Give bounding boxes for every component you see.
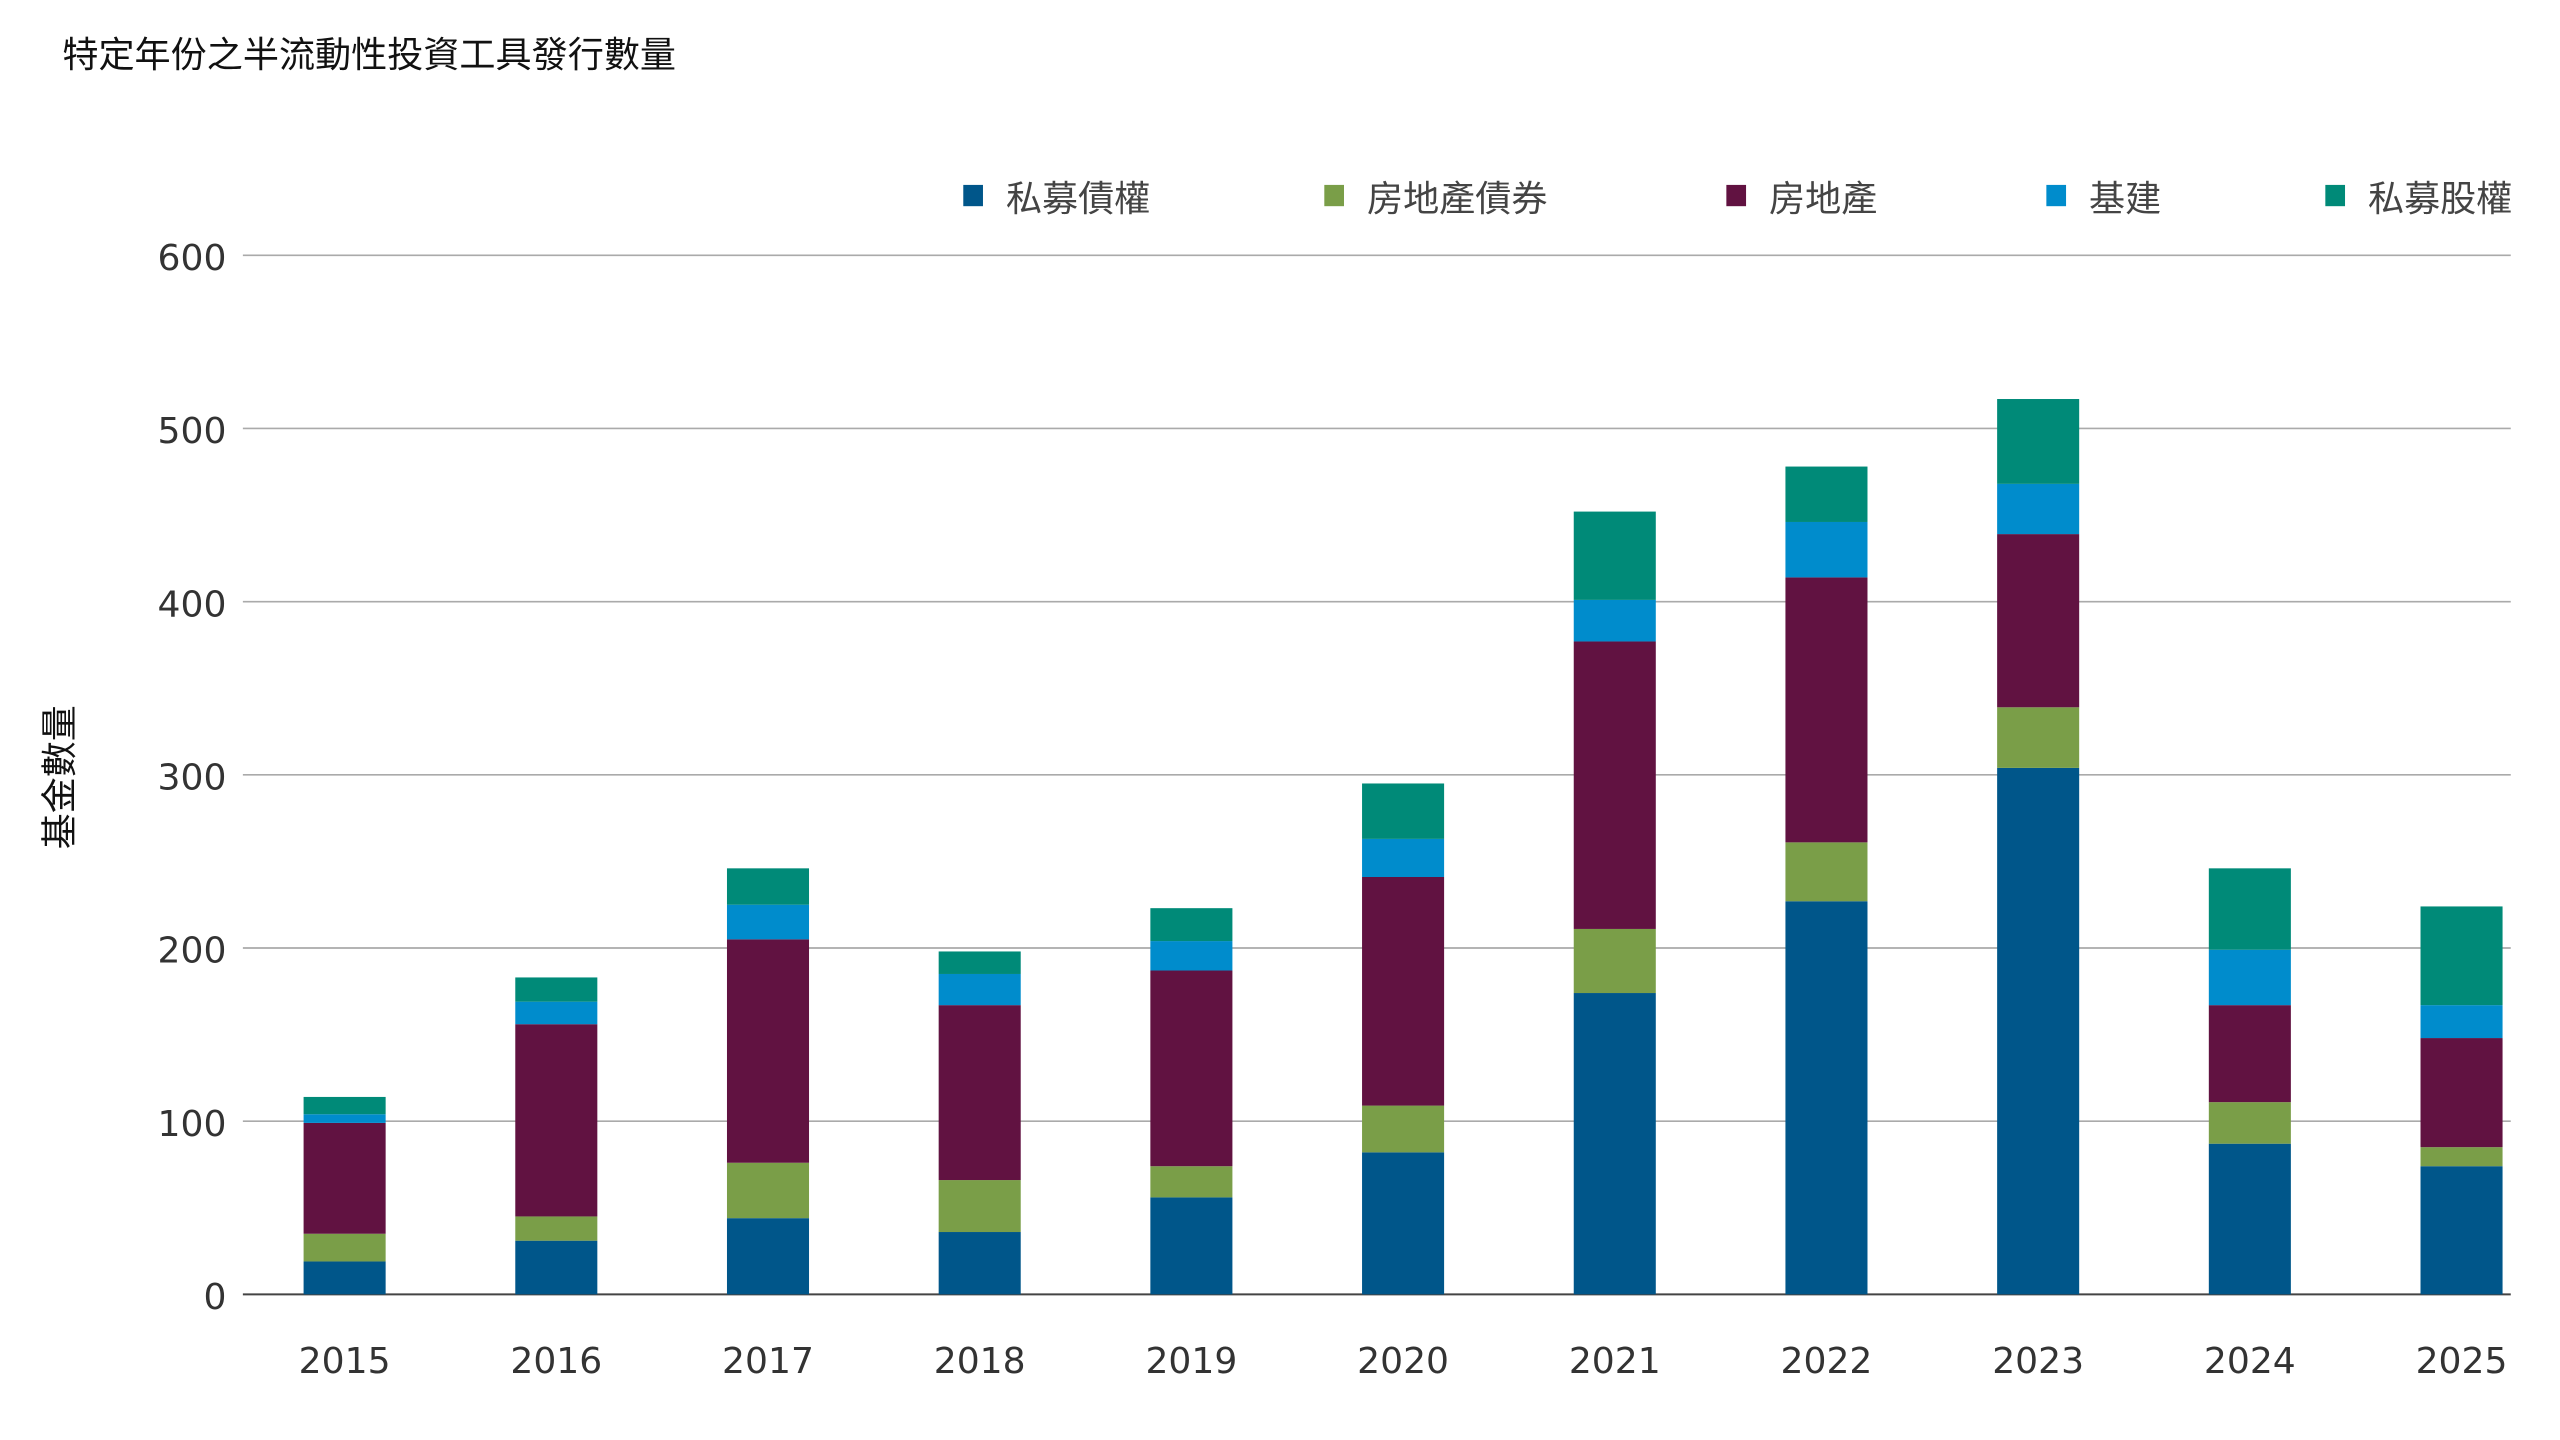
bar-2023-series-3 — [1997, 483, 2080, 535]
bar-2022-series-1 — [1785, 842, 1868, 902]
bar-2019-series-2 — [1150, 970, 1233, 1167]
x-tick-label: 2023 — [1992, 1340, 2084, 1382]
bar-2019-series-4 — [1150, 908, 1233, 942]
x-tick-label: 2022 — [1781, 1340, 1873, 1382]
bar-2019-series-3 — [1150, 941, 1233, 971]
bar-2025-series-1 — [2420, 1147, 2503, 1167]
bar-2022-series-3 — [1785, 521, 1868, 578]
bar-2015-series-0 — [303, 1261, 386, 1295]
y-tick-label: 0 — [203, 1276, 226, 1318]
bar-2025-series-0 — [2420, 1166, 2503, 1295]
bar-2017-series-2 — [726, 939, 810, 1163]
bar-2021-series-1 — [1573, 928, 1656, 994]
legend-swatch-4 — [2325, 184, 2346, 207]
bar-2015-series-1 — [303, 1233, 386, 1262]
bar-2024-series-2 — [2208, 1005, 2291, 1103]
bar-2016-series-1 — [515, 1216, 598, 1241]
bar-2015-series-4 — [303, 1096, 386, 1115]
bar-2017-series-4 — [726, 868, 810, 905]
bar-2016-series-4 — [515, 977, 598, 1002]
bar-2023-series-1 — [1997, 707, 2080, 768]
legend-swatch-0 — [963, 184, 983, 207]
bar-2021-series-2 — [1573, 641, 1656, 929]
bar-2018-series-0 — [938, 1232, 1021, 1295]
legend-swatch-1 — [1324, 184, 1344, 207]
bar-2024-series-3 — [2208, 949, 2291, 1006]
bar-2021-series-3 — [1573, 599, 1656, 642]
x-tick-label: 2017 — [722, 1340, 814, 1382]
bar-2019-series-1 — [1150, 1166, 1233, 1198]
bar-2016-series-3 — [515, 1001, 598, 1025]
bar-2020-series-1 — [1362, 1105, 1445, 1153]
bar-2022-series-0 — [1785, 901, 1868, 1295]
bar-2020-series-3 — [1362, 838, 1445, 877]
bar-2020-series-0 — [1362, 1152, 1445, 1295]
legend-swatch-3 — [2046, 184, 2067, 207]
bar-2022-series-4 — [1785, 466, 1868, 522]
bar-2019-series-0 — [1150, 1197, 1233, 1295]
bar-2018-series-3 — [938, 973, 1021, 1006]
bar-2023-series-0 — [1997, 767, 2080, 1295]
x-tick-label: 2024 — [2204, 1340, 2296, 1382]
y-tick-label: 600 — [158, 237, 227, 279]
bar-2021-series-0 — [1573, 993, 1656, 1295]
y-tick-label: 400 — [158, 583, 227, 625]
bar-2022-series-2 — [1785, 577, 1868, 843]
x-tick-label: 2016 — [510, 1340, 602, 1382]
bar-2025-series-4 — [2420, 906, 2503, 1006]
bar-2016-series-0 — [515, 1240, 598, 1295]
bar-2017-series-3 — [726, 904, 810, 940]
bar-2023-series-4 — [1997, 399, 2080, 484]
legend-swatch-2 — [1726, 184, 1747, 207]
bar-2017-series-1 — [726, 1162, 810, 1219]
bar-2018-series-1 — [938, 1180, 1021, 1233]
bar-2025-series-2 — [2420, 1038, 2503, 1148]
x-tick-label: 2025 — [2416, 1340, 2508, 1382]
x-tick-label: 2021 — [1569, 1340, 1661, 1382]
y-tick-label: 500 — [158, 410, 227, 452]
y-axis-label: 基金數量 — [39, 705, 81, 849]
x-tick-label: 2020 — [1357, 1340, 1449, 1382]
bar-2020-series-4 — [1362, 783, 1445, 839]
bar-2024-series-1 — [2208, 1102, 2291, 1144]
y-tick-label: 100 — [158, 1103, 227, 1145]
legend-label: 私募債權 — [1006, 178, 1150, 220]
legend-label: 基建 — [2089, 178, 2161, 220]
bar-2015-series-2 — [303, 1122, 386, 1234]
bar-2016-series-2 — [515, 1024, 598, 1217]
bar-2018-series-2 — [938, 1005, 1021, 1181]
bar-2025-series-3 — [2420, 1005, 2503, 1039]
y-tick-label: 200 — [158, 930, 227, 972]
y-tick-label: 300 — [158, 757, 227, 799]
bar-2021-series-4 — [1573, 511, 1656, 600]
legend-label: 房地產債券 — [1367, 178, 1548, 220]
chart-title: 特定年份之半流動性投資工具發行數量 — [62, 34, 676, 76]
bar-2018-series-4 — [938, 951, 1021, 974]
x-tick-label: 2015 — [299, 1340, 391, 1382]
bar-2017-series-0 — [726, 1218, 810, 1295]
bar-2015-series-3 — [303, 1114, 386, 1123]
bar-2024-series-0 — [2208, 1143, 2291, 1295]
x-tick-label: 2019 — [1145, 1340, 1237, 1382]
legend-label: 私募股權 — [2368, 178, 2512, 220]
bar-2024-series-4 — [2208, 868, 2291, 950]
legend-label: 房地產 — [1769, 178, 1877, 220]
x-tick-label: 2018 — [934, 1340, 1026, 1382]
bar-2023-series-2 — [1997, 534, 2080, 708]
bar-2020-series-2 — [1362, 876, 1445, 1106]
